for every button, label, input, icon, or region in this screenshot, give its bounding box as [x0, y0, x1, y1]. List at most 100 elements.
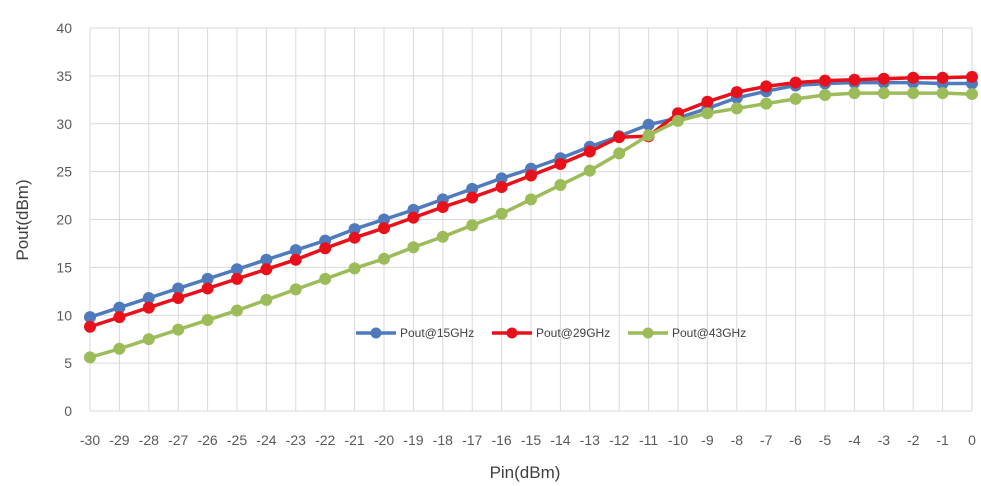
x-tick-label: -26	[197, 432, 217, 448]
data-point	[231, 304, 243, 317]
series-layer	[84, 70, 978, 364]
data-point	[319, 242, 332, 255]
x-tick-label: -21	[344, 432, 364, 448]
x-tick-label: -24	[256, 432, 276, 448]
data-point	[113, 311, 126, 324]
legend-label: Pout@29GHz	[536, 326, 610, 340]
legend-item: Pout@29GHz	[492, 326, 610, 340]
x-tick-label: -17	[462, 432, 482, 448]
series-3	[84, 87, 978, 364]
legend-label: Pout@15GHz	[400, 326, 474, 340]
y-tick-label: 20	[56, 212, 72, 228]
data-point	[848, 73, 861, 86]
legend-marker	[370, 327, 382, 339]
legend-item: Pout@15GHz	[356, 326, 474, 340]
data-point	[936, 87, 949, 100]
data-point	[525, 169, 537, 182]
data-point	[936, 71, 949, 84]
data-point	[907, 71, 920, 84]
data-point	[642, 129, 655, 142]
data-point	[730, 102, 743, 115]
data-point	[201, 272, 214, 285]
x-axis-ticks: -30 -29 -28 -27 -26 -25 -24 -23 -22 -21 -20 -19 -18-…	[80, 432, 976, 448]
data-point	[84, 311, 96, 324]
x-tick-label: -14	[550, 432, 570, 448]
data-point	[289, 253, 302, 266]
x-tick-label: -5	[819, 432, 832, 448]
y-tick-label: 10	[56, 307, 72, 323]
data-point	[289, 283, 302, 296]
x-tick-label: -22	[315, 432, 335, 448]
legend: Pout@15GHz Pout@29GHz Pout@43GHz	[356, 326, 746, 340]
data-point	[201, 314, 214, 327]
data-point	[84, 351, 96, 364]
x-tick-label: -18	[433, 432, 453, 448]
y-tick-label: 35	[56, 68, 72, 84]
data-point	[466, 219, 479, 232]
data-point	[378, 213, 390, 226]
gridlines	[89, 27, 973, 412]
y-axis-title: Pout(dBm)	[13, 179, 32, 260]
data-point	[848, 87, 861, 100]
x-tick-label: -16	[491, 432, 511, 448]
data-point	[583, 145, 596, 158]
x-tick-label: -29	[109, 432, 129, 448]
y-axis-ticks: 0 5 10 15 20 25 30 35 40	[56, 20, 72, 419]
data-point	[84, 320, 96, 333]
data-point	[348, 231, 361, 244]
legend-label: Pout@43GHz	[672, 326, 746, 340]
x-tick-label: -23	[286, 432, 306, 448]
data-point	[760, 97, 773, 110]
x-tick-label: -2	[907, 432, 920, 448]
data-point	[142, 333, 155, 346]
data-point	[701, 107, 714, 120]
x-tick-label: -7	[760, 432, 773, 448]
x-tick-label: -15	[521, 432, 541, 448]
data-point	[730, 86, 743, 99]
data-point	[701, 95, 714, 108]
data-point	[378, 252, 390, 265]
data-point	[466, 191, 479, 204]
data-point	[172, 323, 185, 336]
x-tick-label: -12	[609, 432, 629, 448]
legend-item: Pout@43GHz	[628, 326, 746, 340]
data-point	[260, 293, 273, 306]
data-point	[201, 282, 214, 295]
data-point	[966, 88, 978, 101]
data-point	[877, 87, 890, 100]
x-axis-title: Pin(dBm)	[490, 463, 561, 482]
x-tick-label: 0	[968, 432, 976, 448]
series-2	[84, 70, 978, 333]
x-tick-label: -10	[668, 432, 688, 448]
data-point	[613, 131, 626, 144]
y-tick-label: 40	[56, 20, 72, 36]
x-tick-label: -4	[848, 432, 861, 448]
data-point	[113, 342, 126, 355]
legend-marker	[642, 327, 654, 339]
data-point	[231, 272, 243, 285]
x-tick-label: -11	[639, 432, 658, 448]
y-tick-label: 5	[64, 355, 72, 371]
x-tick-label: -30	[80, 432, 100, 448]
data-point	[348, 262, 361, 275]
data-point	[142, 301, 155, 314]
data-point	[672, 114, 684, 127]
x-tick-label: -6	[789, 432, 802, 448]
data-point	[260, 253, 273, 266]
data-point	[172, 292, 185, 305]
data-point	[113, 301, 126, 314]
data-point	[407, 211, 420, 224]
data-point	[907, 87, 920, 100]
data-point	[642, 118, 655, 131]
data-point	[966, 70, 978, 83]
x-tick-label: -25	[227, 432, 247, 448]
y-tick-label: 15	[56, 259, 72, 275]
data-point	[583, 164, 596, 177]
y-tick-label: 25	[56, 164, 72, 180]
data-point	[289, 244, 302, 257]
x-tick-label: -8	[731, 432, 744, 448]
data-point	[378, 222, 390, 235]
data-point	[760, 80, 773, 93]
x-tick-label: -28	[139, 432, 159, 448]
